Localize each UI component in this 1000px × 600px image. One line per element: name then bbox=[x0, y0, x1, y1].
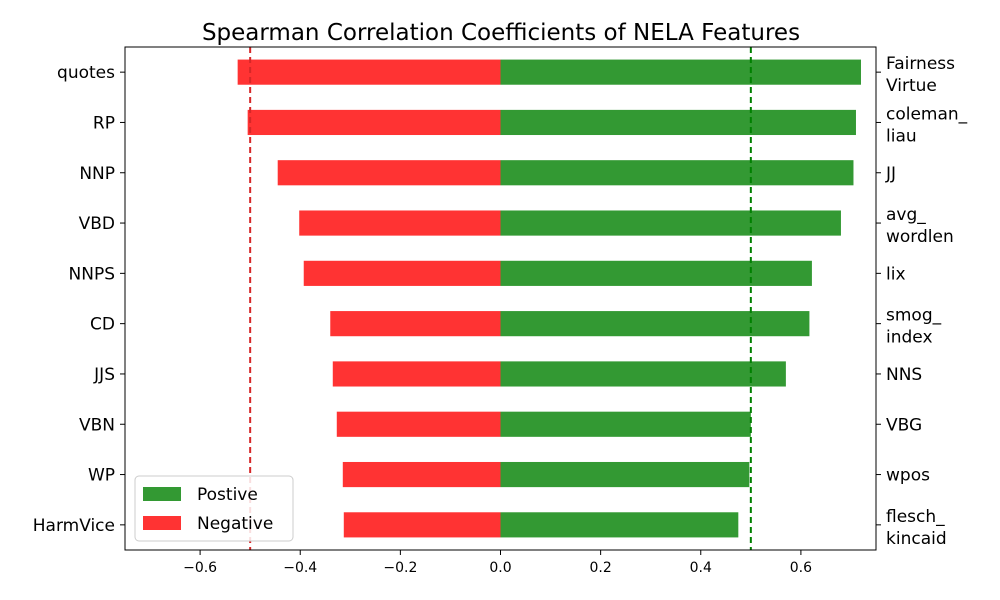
x-tick-label: 0.6 bbox=[790, 560, 812, 576]
legend-label-1: Postive bbox=[197, 485, 258, 505]
y-label-left: VBN bbox=[79, 415, 115, 435]
y-label-right: coleman_ bbox=[886, 104, 968, 124]
positive-bar-2 bbox=[500, 109, 856, 136]
y-label-right-line2: Virtue bbox=[886, 76, 937, 96]
positive-bar-1 bbox=[500, 59, 861, 85]
negative-bar-8 bbox=[336, 411, 501, 437]
y-label-right: VBG bbox=[886, 415, 922, 435]
legend-label-2: Negative bbox=[197, 514, 273, 534]
y-label-right: lix bbox=[886, 264, 906, 284]
positive-bar-7 bbox=[500, 361, 786, 387]
x-tick-label: 0.0 bbox=[489, 560, 511, 576]
negative-bar-7 bbox=[332, 361, 501, 387]
positive-bar-8 bbox=[500, 411, 751, 437]
y-label-right: smog_ bbox=[886, 306, 942, 326]
positive-bar-10 bbox=[500, 512, 739, 538]
chart-title: Spearman Correlation Coefficients of NEL… bbox=[202, 20, 800, 46]
y-label-left: VBD bbox=[79, 214, 115, 234]
y-label-left: NNP bbox=[79, 164, 115, 184]
y-label-right-line2: index bbox=[886, 328, 933, 348]
legend-swatch-1 bbox=[143, 487, 181, 501]
x-tick-label: −0.6 bbox=[183, 560, 217, 576]
positive-bar-4 bbox=[500, 210, 841, 236]
negative-bar-10 bbox=[343, 512, 501, 538]
negative-bar-2 bbox=[247, 109, 501, 136]
y-label-left: JJS bbox=[93, 365, 115, 385]
y-label-right: avg_ bbox=[886, 205, 926, 225]
negative-bar-4 bbox=[299, 210, 501, 236]
y-label-left: RP bbox=[93, 113, 115, 133]
positive-bar-3 bbox=[500, 160, 854, 186]
negative-bar-1 bbox=[237, 59, 501, 85]
y-label-left: WP bbox=[88, 466, 115, 486]
x-tick-label: 0.2 bbox=[590, 560, 612, 576]
y-label-right: Fairness bbox=[886, 54, 955, 74]
x-tick-label: −0.4 bbox=[283, 560, 317, 576]
legend-swatch-2 bbox=[143, 516, 181, 530]
y-label-left: HarmVice bbox=[33, 516, 115, 536]
y-label-left: CD bbox=[90, 315, 115, 335]
y-label-left: NNPS bbox=[69, 264, 115, 284]
y-label-left: quotes bbox=[57, 63, 115, 83]
negative-bar-6 bbox=[330, 311, 501, 337]
plot-area: −0.6 −0.4 −0.2 0.0 0.2 0.4 0.6 quotes RP NNP VBD NN… bbox=[33, 46, 968, 576]
y-label-right: JJ bbox=[885, 164, 896, 184]
y-label-right: NNS bbox=[886, 365, 922, 385]
negative-bar-5 bbox=[303, 260, 501, 286]
y-label-right: wpos bbox=[886, 466, 930, 486]
negative-bar-3 bbox=[277, 160, 501, 186]
y-label-right: flesch_ bbox=[886, 507, 945, 527]
x-tick-label: −0.2 bbox=[383, 560, 417, 576]
x-tick-label: 0.4 bbox=[690, 560, 712, 576]
negative-bar-9 bbox=[342, 461, 501, 488]
positive-bar-9 bbox=[500, 461, 750, 488]
positive-bar-5 bbox=[500, 260, 812, 286]
y-label-right-line2: wordlen bbox=[886, 227, 954, 247]
positive-bar-6 bbox=[500, 311, 810, 337]
y-label-right-line2: liau bbox=[886, 126, 917, 146]
y-label-right-line2: kincaid bbox=[886, 529, 947, 549]
